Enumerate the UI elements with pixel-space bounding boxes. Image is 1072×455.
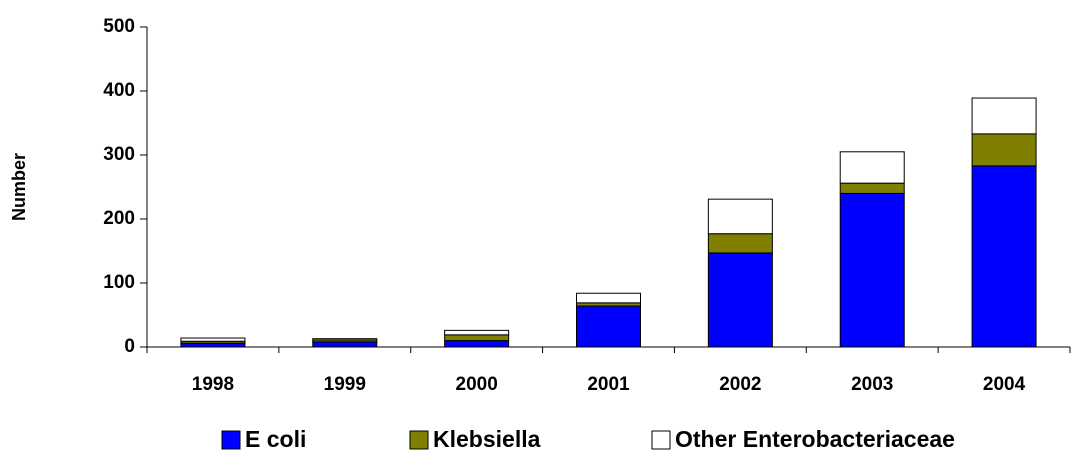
y-tick-label: 200 [103, 208, 135, 229]
legend-swatch [409, 430, 429, 450]
bar-segment [971, 165, 1037, 348]
y-tick-label: 100 [103, 272, 135, 293]
x-tick-label: 1999 [324, 374, 366, 395]
bar-segment [971, 133, 1037, 167]
x-tick-label: 2003 [851, 374, 893, 395]
bar-segment [839, 192, 905, 348]
bar-segment [707, 233, 773, 254]
bar-segment [180, 342, 246, 348]
legend-swatch [221, 430, 241, 450]
bar-segment [444, 340, 510, 348]
y-tick-label: 0 [124, 336, 135, 357]
y-tick-label: 400 [103, 80, 135, 101]
y-axis-label: Number [9, 153, 29, 221]
legend-label: Other Enterobacteriaceae [675, 426, 955, 452]
x-tick-label: 2002 [719, 374, 761, 395]
bar-segment [576, 292, 641, 304]
bar-segment [707, 252, 773, 348]
y-tick-label: 500 [103, 16, 135, 37]
x-tick-label: 2001 [587, 374, 630, 395]
legend-label: E coli [245, 426, 306, 452]
bar-segment [312, 341, 378, 348]
bar-segment [576, 305, 641, 348]
x-tick-label: 1998 [192, 374, 234, 395]
y-tick-label: 300 [103, 144, 135, 165]
bar-segment [312, 338, 378, 341]
x-tick-label: 2000 [456, 374, 498, 395]
bar-segment [839, 151, 905, 184]
legend-label: Klebsiella [433, 426, 541, 452]
bar-segment [180, 337, 246, 342]
bar-segment [444, 329, 510, 336]
bar-segment [839, 182, 905, 194]
legend-swatch [651, 430, 671, 450]
bar-segment [444, 334, 510, 342]
bar-segment [707, 198, 773, 235]
x-tick-label: 2004 [983, 374, 1026, 395]
bar-segment [971, 97, 1037, 135]
